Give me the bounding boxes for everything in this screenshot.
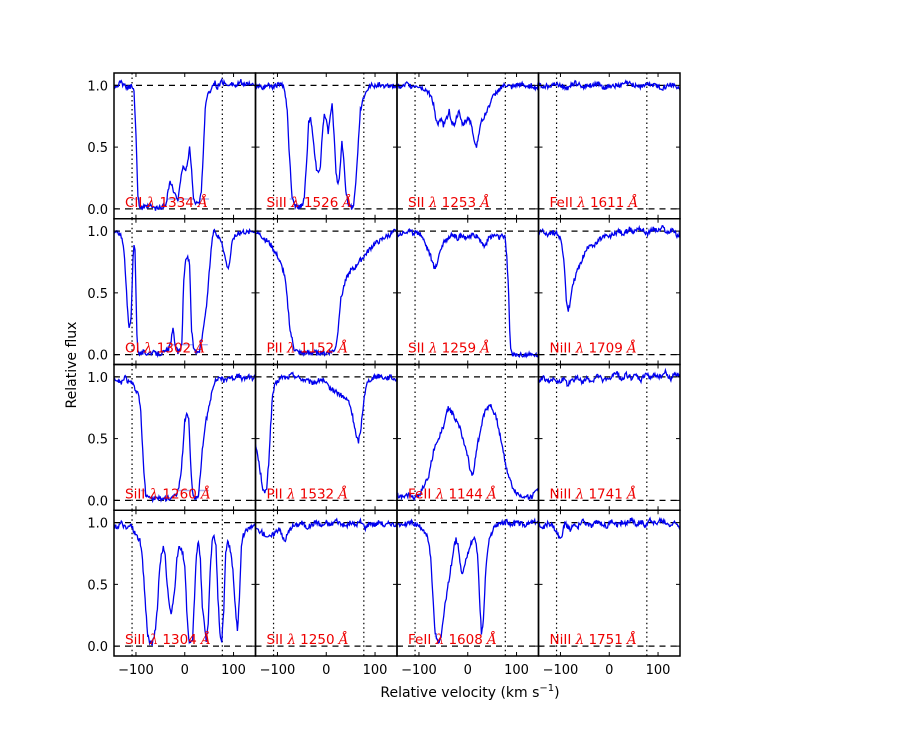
flux-profile — [538, 367, 680, 388]
x-tick-label: −100 — [543, 663, 579, 678]
panel-sii-1250: SII λ 1250 Å −100 0 100 — [254, 509, 398, 678]
panel-pii-1152: PII λ 1152 Å — [254, 218, 398, 366]
x-tick-label: 100 — [646, 663, 671, 678]
panel-oi-1302: OI λ 1302 Å 0.0 0.5 1.0 — [87, 218, 257, 366]
x-tick-label: −100 — [260, 663, 296, 678]
ion-label: CII λ 1334 Å — [125, 195, 208, 211]
flux-profile — [255, 371, 397, 494]
panel-sii-1253: SII λ 1253 Å — [396, 72, 540, 220]
flux-profile — [538, 79, 680, 92]
x-tick-label: 100 — [363, 663, 388, 678]
panel-siii-1304: SiII λ 1304 Å 0.0 0.5 1.0 −100 0 100 — [87, 509, 257, 678]
flux-profile — [114, 519, 256, 647]
y-tick-label: 0.0 — [87, 640, 108, 655]
flux-profile — [255, 228, 397, 357]
ion-label: FeII λ 1611 Å — [550, 195, 639, 211]
ion-label: SII λ 1250 Å — [267, 632, 349, 648]
ion-label: OI λ 1302 Å — [125, 341, 205, 357]
flux-profile — [114, 77, 256, 211]
flux-profile — [397, 80, 539, 148]
panel-niii-1751: NiII λ 1751 Å −100 0 100 — [537, 509, 681, 678]
x-axis-label: Relative velocity (km s−1) — [380, 683, 559, 701]
ion-label: FeII λ 1608 Å — [408, 632, 497, 648]
ion-label: NiII λ 1741 Å — [550, 486, 637, 502]
flux-profile — [397, 517, 539, 644]
flux-profile — [397, 227, 539, 359]
ion-label: PII λ 1152 Å — [267, 341, 349, 357]
y-tick-label: 0.5 — [87, 433, 108, 448]
ion-label: SiII λ 1260 Å — [125, 486, 211, 502]
ion-label: SII λ 1259 Å — [408, 341, 490, 357]
ion-label: SiII λ 1304 Å — [125, 632, 211, 648]
x-tick-label: −100 — [401, 663, 437, 678]
y-tick-label: 1.0 — [87, 371, 108, 386]
flux-profile — [114, 227, 256, 358]
ion-label: NiII λ 1709 Å — [550, 341, 637, 357]
y-tick-label: 0.5 — [87, 287, 108, 302]
x-tick-label: 0 — [605, 663, 613, 678]
x-tick-label: 0 — [181, 663, 189, 678]
y-tick-label: 0.0 — [87, 349, 108, 364]
panel-sii-1259: SII λ 1259 Å — [396, 218, 540, 366]
panel-niii-1709: NiII λ 1709 Å — [537, 218, 681, 366]
panel-siii-1260: SiII λ 1260 Å 0.0 0.5 1.0 — [87, 363, 257, 511]
ion-label: SiII λ 1526 Å — [267, 195, 353, 211]
flux-profile — [538, 516, 680, 540]
flux-profile — [255, 81, 397, 210]
x-tick-label: 100 — [221, 663, 246, 678]
ion-label: PII λ 1532 Å — [267, 486, 349, 502]
y-axis-label: Relative flux — [64, 322, 80, 409]
x-tick-label: 100 — [504, 663, 529, 678]
panel-feii-1608: FeII λ 1608 Å −100 0 100 — [396, 509, 540, 678]
flux-profile — [255, 517, 397, 543]
flux-profile — [114, 372, 256, 504]
x-tick-label: −100 — [118, 663, 154, 678]
ion-label: SII λ 1253 Å — [408, 195, 490, 211]
y-tick-label: 0.5 — [87, 141, 108, 156]
y-tick-label: 1.0 — [87, 79, 108, 94]
panel-niii-1741: NiII λ 1741 Å — [537, 363, 681, 511]
panels-layer: CII λ 1334 Å 0.0 0.5 1.0 SiII λ 1526 Å SII λ … — [87, 72, 681, 678]
y-tick-label: 0.0 — [87, 203, 108, 218]
y-tick-label: 1.0 — [87, 225, 108, 240]
ion-label: NiII λ 1751 Å — [550, 632, 637, 648]
x-tick-label: 0 — [322, 663, 330, 678]
panel-cii-1334: CII λ 1334 Å 0.0 0.5 1.0 — [87, 72, 257, 220]
flux-profile — [397, 404, 539, 501]
panel-feii-1144: FeII λ 1144 Å — [396, 363, 540, 511]
panel-pii-1532: PII λ 1532 Å — [254, 363, 398, 511]
x-tick-label: 0 — [464, 663, 472, 678]
ion-label: FeII λ 1144 Å — [408, 486, 497, 502]
panel-feii-1611: FeII λ 1611 Å — [537, 72, 681, 220]
y-tick-label: 1.0 — [87, 517, 108, 532]
y-tick-label: 0.5 — [87, 578, 108, 593]
y-tick-label: 0.0 — [87, 494, 108, 509]
flux-profile — [538, 224, 680, 312]
panel-siii-1526: SiII λ 1526 Å — [254, 72, 398, 220]
